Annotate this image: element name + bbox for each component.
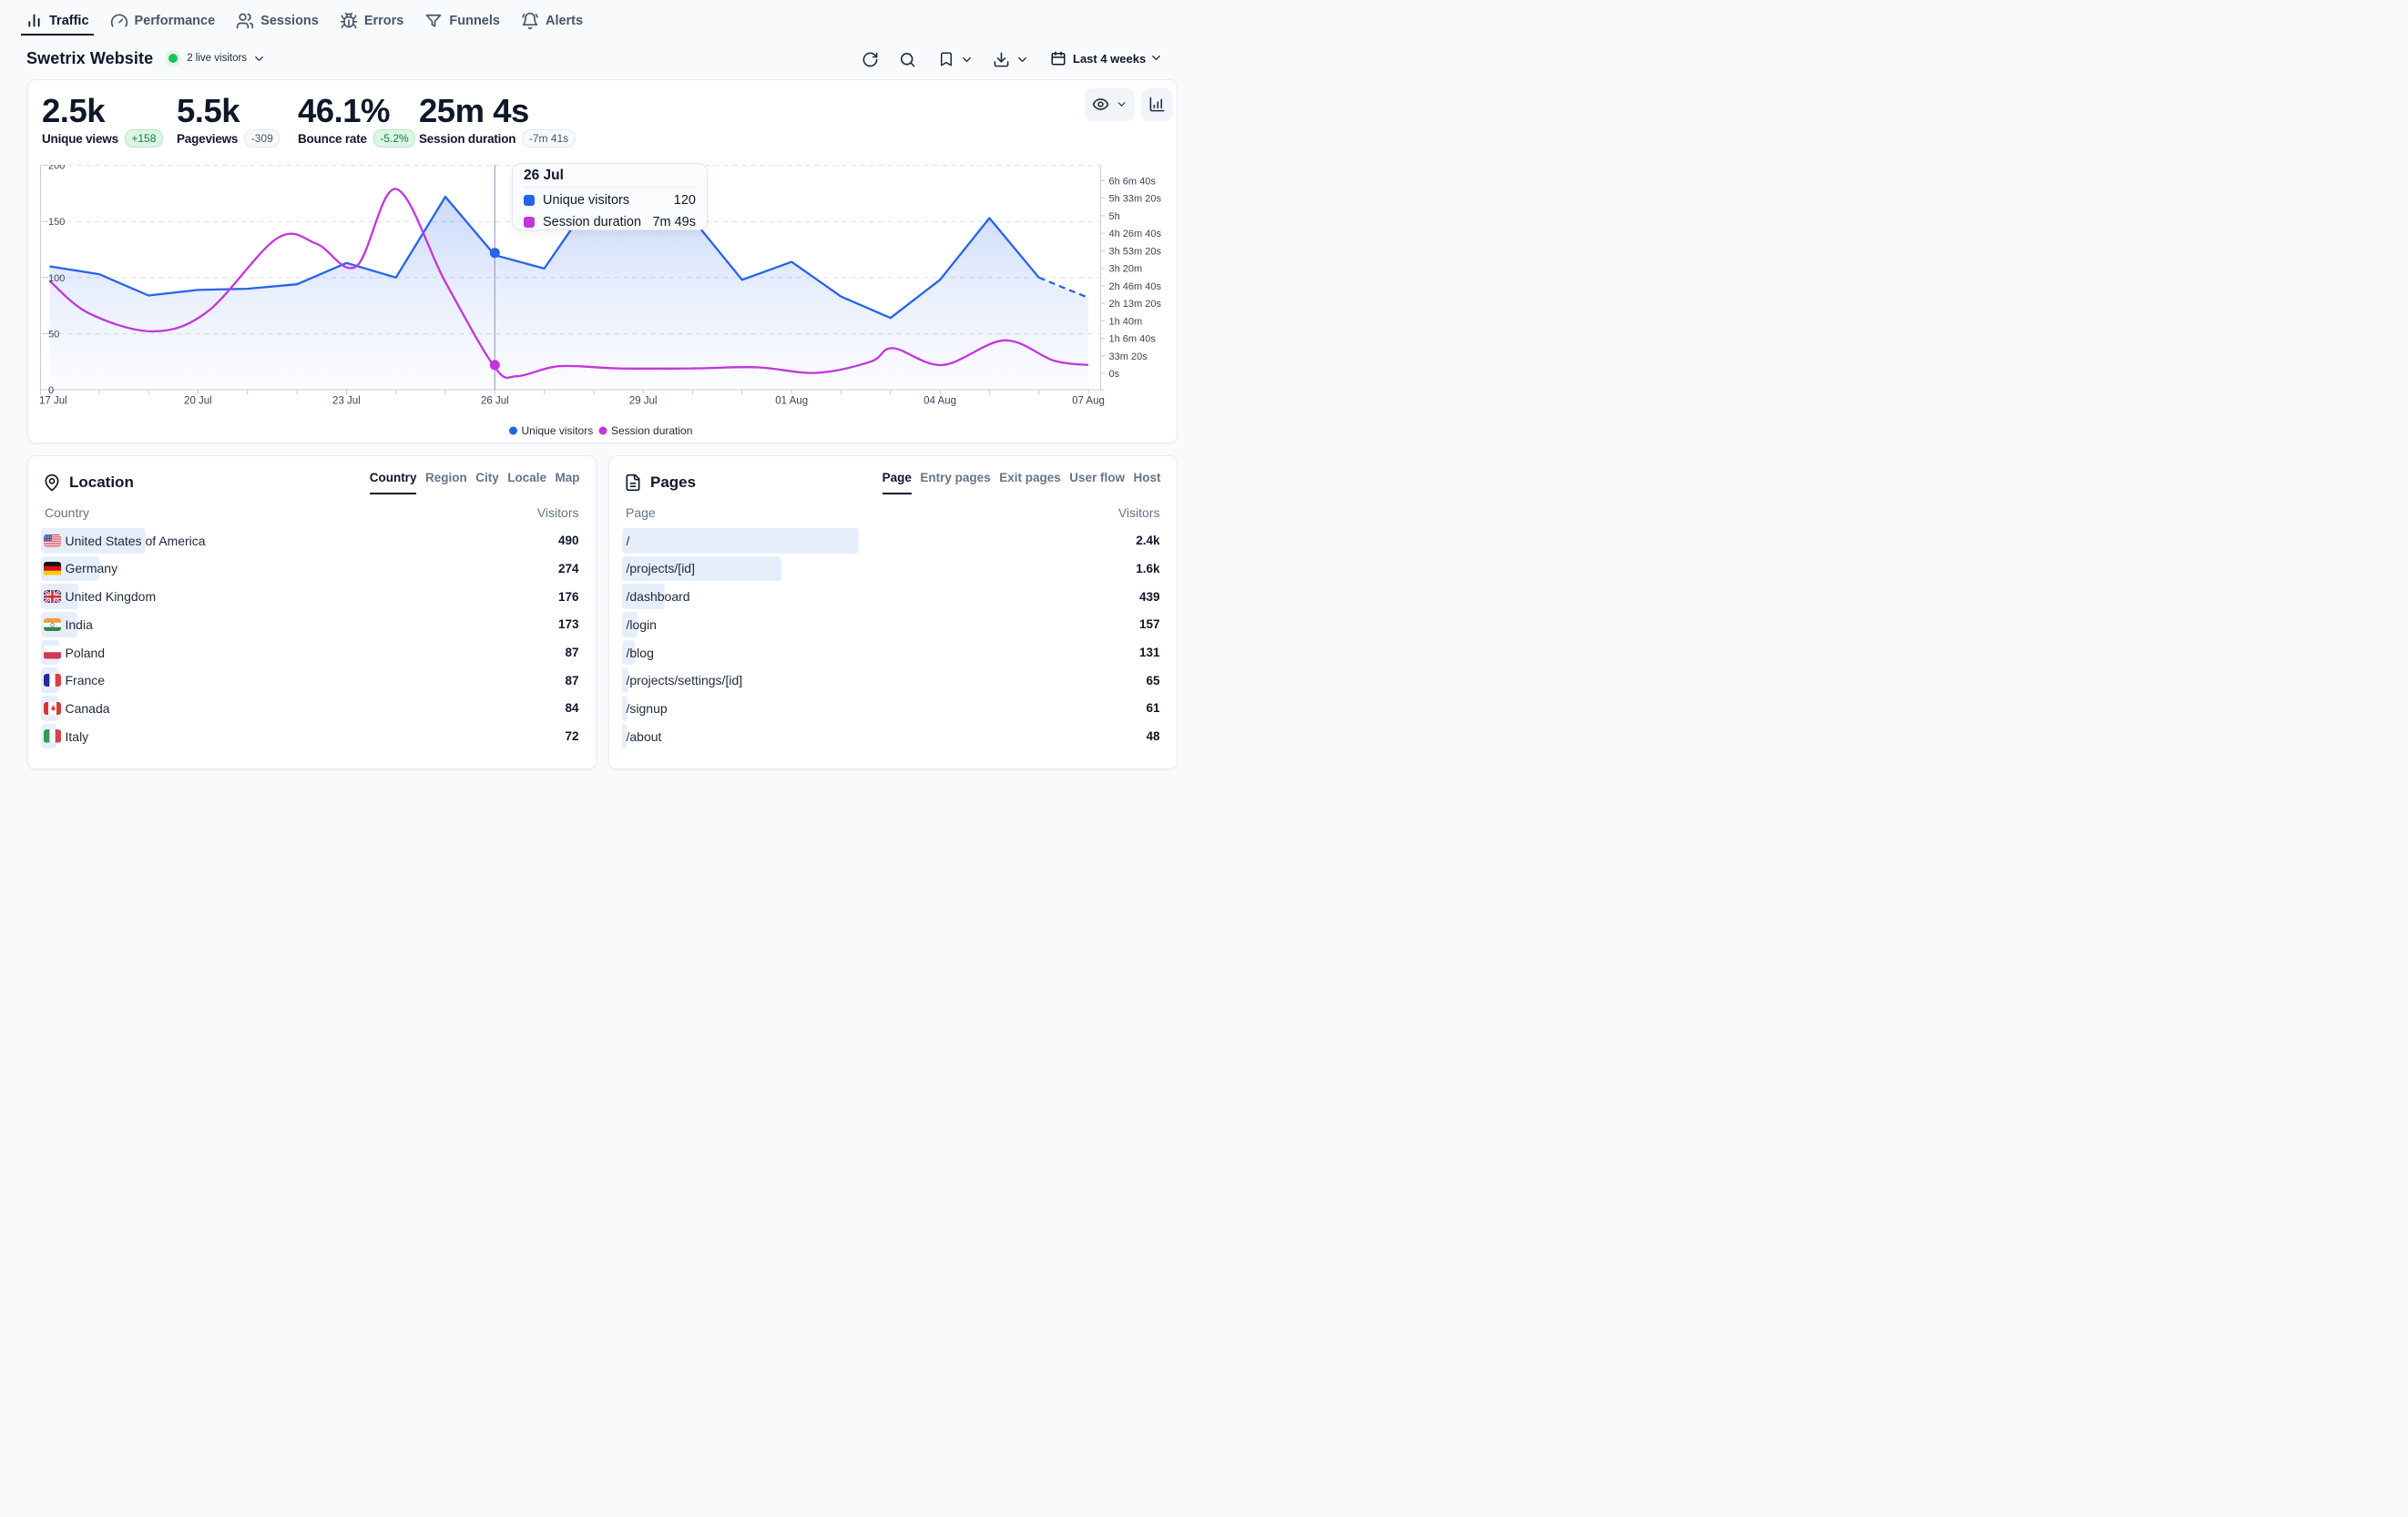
svg-text:0: 0 xyxy=(48,385,54,396)
svg-text:6h 6m 40s: 6h 6m 40s xyxy=(1109,177,1157,188)
svg-text:Session duration: Session duration xyxy=(611,424,692,437)
svg-text:33m 20s: 33m 20s xyxy=(1109,351,1148,362)
svg-text:5h 33m 20s: 5h 33m 20s xyxy=(1109,194,1162,205)
svg-text:2h 46m 40s: 2h 46m 40s xyxy=(1109,281,1162,292)
svg-text:1h 40m: 1h 40m xyxy=(1109,316,1143,327)
svg-text:26 Jul: 26 Jul xyxy=(481,396,509,407)
svg-text:04 Aug: 04 Aug xyxy=(923,396,956,407)
svg-text:3h 53m 20s: 3h 53m 20s xyxy=(1109,246,1162,257)
svg-text:29 Jul: 29 Jul xyxy=(629,396,658,407)
svg-text:20 Jul: 20 Jul xyxy=(184,396,212,407)
svg-text:01 Aug: 01 Aug xyxy=(775,396,808,407)
svg-text:150: 150 xyxy=(48,217,65,228)
svg-text:4h 26m 40s: 4h 26m 40s xyxy=(1109,229,1162,239)
svg-text:23 Jul: 23 Jul xyxy=(332,396,361,407)
svg-text:0s: 0s xyxy=(1109,369,1120,380)
svg-text:5h: 5h xyxy=(1109,211,1120,222)
svg-text:1h 6m 40s: 1h 6m 40s xyxy=(1109,334,1157,345)
svg-text:07 Aug: 07 Aug xyxy=(1072,396,1105,407)
svg-text:200: 200 xyxy=(48,165,65,172)
svg-text:100: 100 xyxy=(48,273,65,284)
svg-text:2h 13m 20s: 2h 13m 20s xyxy=(1109,299,1162,310)
svg-text:Unique visitors: Unique visitors xyxy=(522,424,594,437)
svg-text:50: 50 xyxy=(48,329,59,340)
svg-text:17 Jul: 17 Jul xyxy=(39,396,67,407)
svg-text:3h 20m: 3h 20m xyxy=(1109,264,1143,275)
